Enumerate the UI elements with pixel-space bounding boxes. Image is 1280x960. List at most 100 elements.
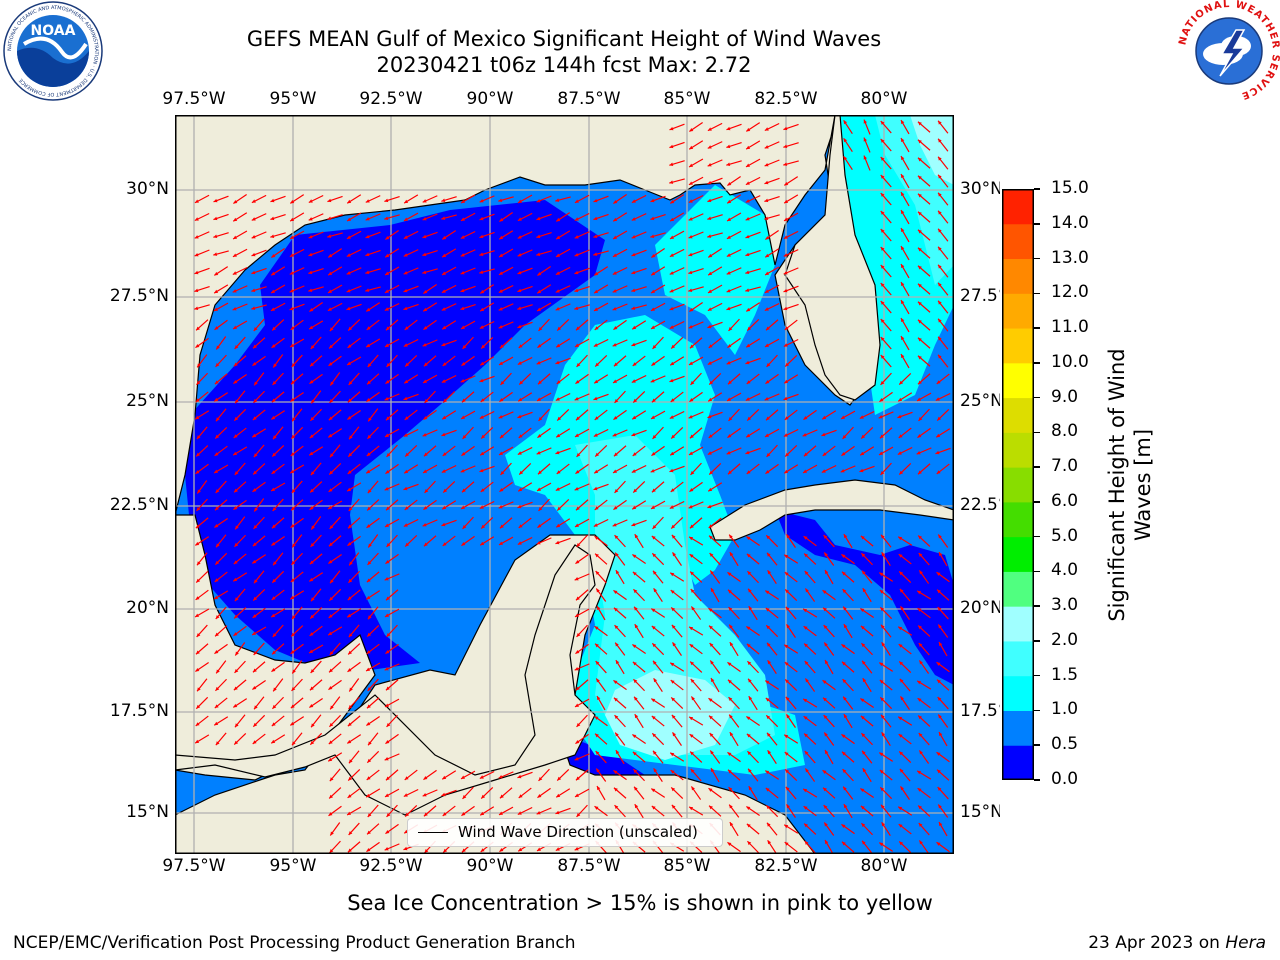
wave-arrow-head: [746, 716, 751, 721]
wave-arrow-head: [748, 786, 753, 791]
wave-arrow-head: [633, 589, 638, 594]
wave-arrow-head: [556, 470, 561, 474]
wave-arrow-head: [555, 397, 560, 401]
wave-arrow-head: [443, 848, 448, 853]
colorbar-tick-mark: [1034, 570, 1040, 573]
wave-arrow-head: [461, 199, 466, 203]
wave-arrow-head: [765, 253, 770, 258]
wave-arrow-head: [936, 572, 941, 576]
wave-arrow-head: [688, 505, 693, 509]
colorbar-tick-mark: [1034, 674, 1040, 677]
wave-arrow-head: [556, 523, 561, 528]
wave-arrow-head: [747, 751, 752, 756]
wave-arrow-head: [517, 361, 522, 365]
wave-arrow-head: [938, 282, 942, 287]
wave-arrow-head: [613, 416, 618, 420]
wave-arrow-head: [310, 471, 315, 476]
wave-arrow-head: [727, 199, 732, 204]
wave-arrow-head: [727, 344, 732, 348]
wave-arrow-head: [863, 119, 868, 124]
wave-arrow-head: [347, 722, 352, 727]
wave-arrow-head: [329, 525, 334, 529]
lon-tick-label: 80°W: [860, 89, 908, 109]
colorbar-label: Significant Height of Wind Waves [m]: [1104, 348, 1156, 621]
wave-arrow-head: [804, 733, 808, 738]
wave-arrow-head: [689, 488, 694, 492]
wave-arrow-head: [462, 435, 467, 439]
wave-arrow-head: [880, 714, 885, 719]
wave-arrow-head: [917, 265, 922, 270]
wave-arrow-head: [348, 381, 353, 385]
wave-arrow-head: [880, 804, 885, 809]
wave-arrow-head: [442, 235, 447, 240]
wave-arrow-head: [613, 770, 618, 774]
wave-arrow-head: [499, 361, 504, 365]
wave-arrow-head: [328, 488, 333, 492]
wave-arrow-head: [612, 343, 617, 347]
wave-arrow-head: [309, 380, 314, 384]
wave-arrow-head: [290, 595, 295, 600]
wave-arrow-head: [330, 381, 334, 386]
wave-arrow-head: [689, 344, 694, 349]
wave-arrow-head: [707, 504, 712, 509]
wave-arrow-head: [346, 271, 351, 275]
wave-arrow-head: [653, 678, 658, 683]
wave-arrow-head: [404, 326, 409, 330]
wave-arrow-head: [232, 253, 237, 257]
wave-arrow-head: [404, 217, 409, 221]
wave-arrow-head: [196, 561, 201, 566]
wave-arrow-head: [918, 732, 923, 737]
wave-arrow-head: [652, 553, 657, 558]
wave-arrow-head: [556, 433, 561, 438]
wave-arrow-head: [727, 769, 732, 774]
wave-arrow-head: [823, 535, 828, 539]
colorbar-tick-mark: [1034, 431, 1040, 434]
colorbar-swatch: [1002, 675, 1034, 711]
wave-arrow-head: [517, 504, 522, 509]
wave-arrow-head: [764, 289, 769, 293]
wave-arrow-head: [634, 804, 639, 809]
wave-arrow-head: [367, 489, 372, 494]
wave-arrow-head: [575, 793, 580, 797]
wave-arrow-head: [215, 363, 220, 367]
wave-arrow-head: [499, 344, 504, 349]
wave-arrow-head: [500, 471, 505, 475]
wave-arrow-head: [597, 786, 601, 791]
wave-arrow-head: [880, 300, 885, 305]
wave-arrow-head: [253, 579, 258, 584]
wave-arrow-head: [615, 660, 620, 665]
wave-arrow-head: [538, 417, 543, 421]
wave-arrow-head: [595, 643, 599, 648]
wave-arrow-head: [347, 596, 352, 601]
wave-arrow-head: [765, 680, 770, 685]
wave-arrow-head: [384, 397, 389, 401]
land-cuba: [709, 479, 954, 541]
wave-arrow-head: [575, 596, 580, 601]
wave-arrow-head: [575, 416, 580, 421]
wave-arrow-head: [291, 489, 296, 494]
wave-arrow-head: [593, 198, 598, 203]
wave-arrow-head: [652, 733, 657, 738]
wave-arrow-head: [517, 451, 522, 455]
wave-arrow-head: [709, 553, 714, 557]
wave-arrow-head: [784, 199, 789, 204]
wave-arrow-head: [214, 271, 219, 276]
wave-arrow-head: [271, 596, 276, 600]
wave-arrow-head: [460, 469, 465, 473]
wave-arrow-head: [253, 453, 258, 458]
wave-arrow-head: [860, 625, 865, 630]
wave-arrow-head: [292, 417, 296, 422]
wave-arrow-head: [310, 362, 314, 367]
wave-arrow-head: [328, 757, 333, 762]
wave-arrow-head: [328, 740, 333, 745]
wave-arrow-head: [690, 661, 694, 666]
wave-arrow-head: [233, 325, 238, 329]
wave-arrow-head: [689, 361, 694, 365]
wave-arrow-head: [917, 434, 922, 438]
wave-arrow-head: [385, 776, 390, 781]
wave-arrow-head: [783, 396, 788, 401]
wave-arrow-head: [195, 667, 200, 672]
wave-arrow-head: [841, 751, 846, 756]
wave-arrow-head: [670, 680, 675, 684]
wave-arrow-head: [367, 615, 372, 620]
